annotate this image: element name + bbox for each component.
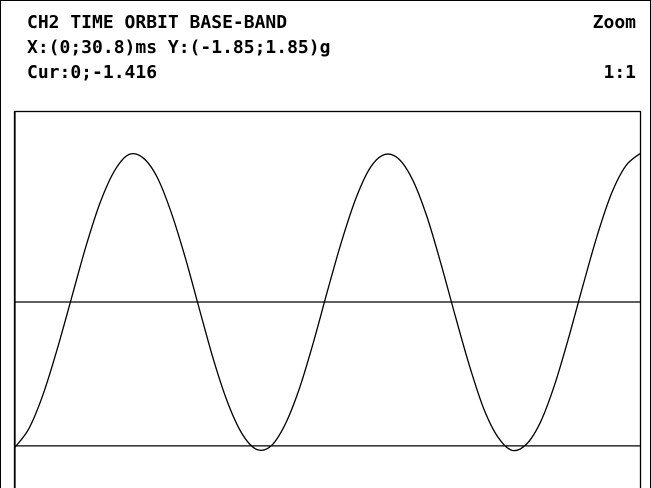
- ratio: 1:1: [603, 62, 636, 83]
- waveform: [14, 153, 641, 452]
- mode: Zoom: [593, 12, 637, 33]
- cursor-readout: Cur:0;-1.416: [27, 62, 157, 83]
- title: CH2 TIME ORBIT BASE-BAND: [27, 12, 287, 33]
- range: X:(0;30.8)ms Y:(-1.85;1.85)g: [27, 37, 330, 58]
